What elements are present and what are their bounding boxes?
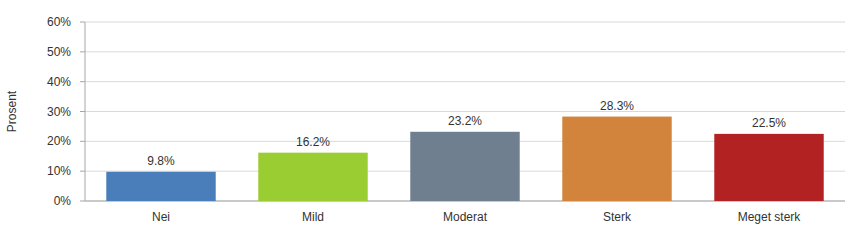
tick-label: 50% bbox=[47, 45, 71, 59]
grid-line bbox=[85, 51, 845, 52]
data-label: 16.2% bbox=[296, 135, 330, 149]
tick-mark bbox=[80, 22, 85, 23]
y-axis bbox=[85, 22, 86, 201]
grid-line bbox=[85, 22, 845, 23]
bar bbox=[410, 132, 519, 201]
tick-label: 40% bbox=[47, 75, 71, 89]
tick-label: 60% bbox=[47, 15, 71, 29]
bar bbox=[106, 172, 215, 201]
tick-mark bbox=[80, 171, 85, 172]
data-label: 9.8% bbox=[147, 154, 175, 168]
tick-label: 0% bbox=[54, 194, 72, 208]
tick-mark bbox=[80, 141, 85, 142]
labels: 9.8% Nei 16.2% Mild 23.2% Moderat 28.3% Sterk 22… bbox=[147, 99, 801, 224]
chart: 0% 10% 20% 30% 40% 50% 60% Prosent 9.8% Nei 16.2% M… bbox=[0, 0, 852, 237]
category-label: Meget sterk bbox=[738, 210, 802, 224]
tick-label: 30% bbox=[47, 105, 71, 119]
tick-mark bbox=[80, 81, 85, 82]
category-label: Sterk bbox=[603, 210, 632, 224]
data-label: 22.5% bbox=[752, 116, 786, 130]
tick-mark bbox=[80, 201, 85, 202]
bar bbox=[562, 117, 671, 201]
tick-mark bbox=[80, 51, 85, 52]
category-label: Mild bbox=[302, 210, 324, 224]
bar bbox=[714, 134, 823, 201]
data-label: 28.3% bbox=[600, 99, 634, 113]
y-axis-title: Prosent bbox=[5, 90, 19, 132]
bars bbox=[106, 117, 823, 201]
grid-line bbox=[85, 111, 845, 112]
bar bbox=[258, 153, 367, 201]
grid-line bbox=[85, 81, 845, 82]
tick-mark bbox=[80, 111, 85, 112]
category-label: Nei bbox=[152, 210, 170, 224]
category-label: Moderat bbox=[443, 210, 488, 224]
data-label: 23.2% bbox=[448, 114, 482, 128]
tick-label: 20% bbox=[47, 134, 71, 148]
tick-label: 10% bbox=[47, 164, 71, 178]
